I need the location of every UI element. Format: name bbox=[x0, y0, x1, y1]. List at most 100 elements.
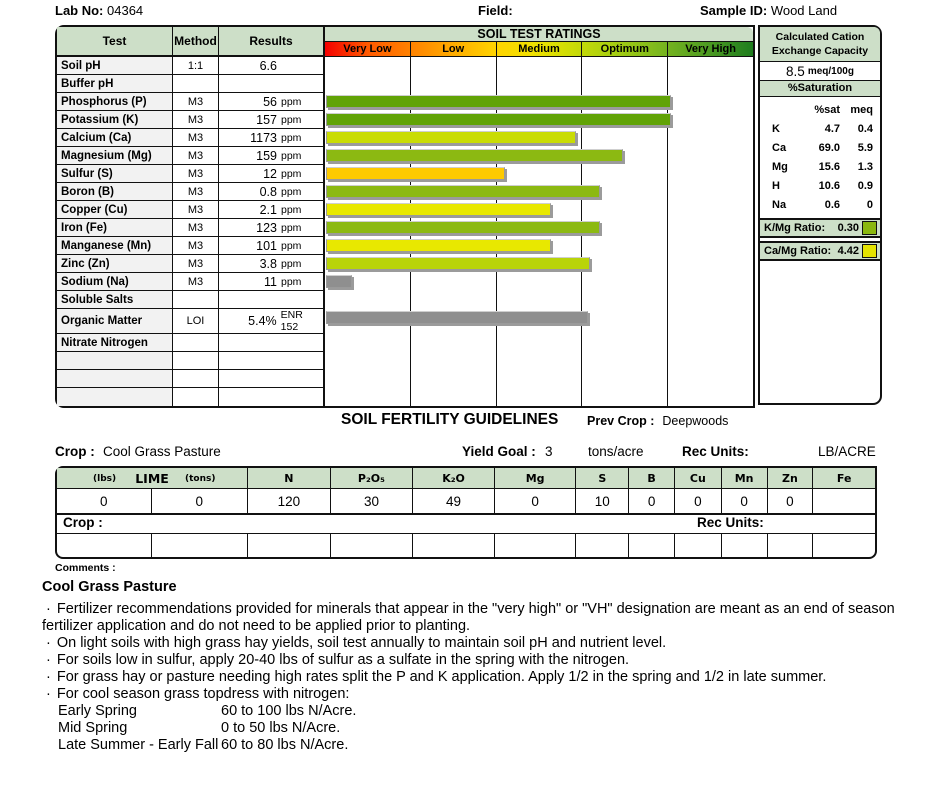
test-result bbox=[219, 75, 325, 93]
kmg-ratio-value: 0.30 bbox=[837, 222, 859, 235]
schedule-row: Late Summer - Early Fall 60 to 80 lbs N/A… bbox=[42, 737, 916, 754]
test-result: 5.4% ENR 152 bbox=[219, 309, 325, 334]
fert-value-cell: 0 bbox=[152, 489, 249, 513]
rating-cell bbox=[325, 309, 753, 334]
test-method bbox=[173, 291, 219, 309]
saturation-row: H 10.6 0.9 bbox=[772, 176, 873, 195]
soil-test-row: Magnesium (Mg) M3 159 ppm bbox=[57, 147, 753, 165]
rating-bar bbox=[326, 149, 623, 162]
fert-value-cell: 0 bbox=[768, 489, 814, 513]
blank-cell bbox=[413, 534, 495, 557]
rating-bar bbox=[326, 95, 671, 108]
rating-cell bbox=[325, 370, 753, 388]
test-method: M3 bbox=[173, 219, 219, 237]
rating-zone-very-high: Very High bbox=[667, 42, 753, 56]
fertilizer-header-row: (lbs) LIME (tons) N P₂O₅ K₂O Mg S B Cu Mn Zn Fe bbox=[57, 468, 875, 489]
comments-bullets: · Fertilizer recommendations provided for… bbox=[42, 601, 916, 703]
rec-units-label: Rec Units: bbox=[682, 444, 749, 459]
test-method: M3 bbox=[173, 165, 219, 183]
fert-col-ko: K₂O bbox=[413, 468, 495, 488]
rating-zone-very-low: Very Low bbox=[343, 43, 392, 55]
rating-bar bbox=[326, 203, 552, 216]
rating-cell bbox=[325, 57, 753, 75]
blank-cell bbox=[495, 534, 577, 557]
schedule-season: Early Spring bbox=[58, 703, 137, 719]
col-header-test: Test bbox=[57, 27, 173, 55]
comment-bullet: · For cool season grass topdress with nit… bbox=[42, 686, 916, 703]
fert-value-cell: 120 bbox=[248, 489, 331, 513]
prev-crop: Prev Crop : Deepwoods bbox=[587, 414, 728, 428]
fert-col-b: B bbox=[629, 468, 675, 488]
test-name: Manganese (Mn) bbox=[57, 237, 173, 255]
rating-cell bbox=[325, 237, 753, 255]
test-result: 2.1 ppm bbox=[219, 201, 325, 219]
test-result: 159 ppm bbox=[219, 147, 325, 165]
test-result: 11 ppm bbox=[219, 273, 325, 291]
lime-label: LIME bbox=[135, 471, 169, 486]
blank-cell bbox=[813, 534, 875, 557]
fert-col-cu: Cu bbox=[675, 468, 722, 488]
rating-bar bbox=[326, 113, 671, 126]
bullet-dot: · bbox=[46, 652, 51, 668]
blank-cell bbox=[331, 534, 414, 557]
comment-bullet: · For grass hay or pasture needing high r… bbox=[42, 669, 916, 686]
camg-ratio: Ca/Mg Ratio: 4.42 bbox=[760, 241, 880, 262]
sat-element: Ca bbox=[772, 141, 787, 154]
test-name: Soluble Salts bbox=[57, 291, 173, 309]
rating-bar bbox=[326, 275, 352, 288]
rating-bar bbox=[326, 257, 590, 270]
test-method bbox=[173, 370, 219, 388]
test-result: 101 ppm bbox=[219, 237, 325, 255]
test-method: M3 bbox=[173, 255, 219, 273]
sat-col-meq: meq bbox=[850, 103, 873, 116]
test-result bbox=[219, 388, 325, 406]
test-result: 3.8 ppm bbox=[219, 255, 325, 273]
blank-cell bbox=[675, 534, 722, 557]
fertilizer-table: (lbs) LIME (tons) N P₂O₅ K₂O Mg S B Cu Mn Zn Fe 0… bbox=[55, 466, 877, 515]
rating-cell bbox=[325, 352, 753, 370]
bullet-dot: · bbox=[46, 669, 51, 685]
soil-test-row bbox=[57, 352, 753, 370]
test-result bbox=[219, 370, 325, 388]
fert-value-cell: 0 bbox=[629, 489, 675, 513]
rating-zone-medium: Medium bbox=[495, 42, 582, 56]
comments-heading: Cool Grass Pasture bbox=[42, 579, 177, 595]
fert-value-cell: 0 bbox=[675, 489, 722, 513]
rating-bar bbox=[326, 185, 600, 198]
test-name: Sodium (Na) bbox=[57, 273, 173, 291]
rating-cell bbox=[325, 147, 753, 165]
soil-test-row: Calcium (Ca) M3 1173 ppm bbox=[57, 129, 753, 147]
test-method: M3 bbox=[173, 183, 219, 201]
test-result: 1173 ppm bbox=[219, 129, 325, 147]
lime-header-cell: (lbs) LIME (tons) bbox=[57, 468, 249, 488]
fert-col-s: S bbox=[576, 468, 630, 488]
test-name: Iron (Fe) bbox=[57, 219, 173, 237]
comments-label: Comments : bbox=[55, 562, 116, 574]
test-method: M3 bbox=[173, 111, 219, 129]
test-method bbox=[173, 75, 219, 93]
test-method: M3 bbox=[173, 93, 219, 111]
col-header-results: Results bbox=[219, 27, 325, 55]
test-name: Boron (B) bbox=[57, 183, 173, 201]
prev-crop-value: Deepwoods bbox=[662, 414, 729, 428]
test-name: Sulfur (S) bbox=[57, 165, 173, 183]
cec-value-row: 8.5 meq/100g bbox=[760, 62, 880, 82]
test-result bbox=[219, 291, 325, 309]
soil-test-row: Phosphorus (P) M3 56 ppm bbox=[57, 93, 753, 111]
test-result: 56 ppm bbox=[219, 93, 325, 111]
sat-pct: 69.0 bbox=[818, 141, 840, 154]
soil-test-row: Sodium (Na) M3 11 ppm bbox=[57, 273, 753, 291]
saturation-row: K 4.7 0.4 bbox=[772, 119, 873, 138]
test-result: 12 ppm bbox=[219, 165, 325, 183]
test-name: Magnesium (Mg) bbox=[57, 147, 173, 165]
test-name bbox=[57, 388, 173, 406]
soil-test-row: Sulfur (S) M3 12 ppm bbox=[57, 165, 753, 183]
test-method: M3 bbox=[173, 129, 219, 147]
rating-cell bbox=[325, 273, 753, 291]
sat-element: Mg bbox=[772, 160, 788, 173]
prev-crop-label: Prev Crop : bbox=[587, 414, 655, 428]
saturation-row: Mg 15.6 1.3 bbox=[772, 157, 873, 176]
schedule-rate: 60 to 80 lbs N/Acre. bbox=[221, 737, 349, 753]
soil-table-body: Soil pH 1:1 6.6 Buffer pH Phosphorus (P) M3 56… bbox=[57, 57, 753, 406]
